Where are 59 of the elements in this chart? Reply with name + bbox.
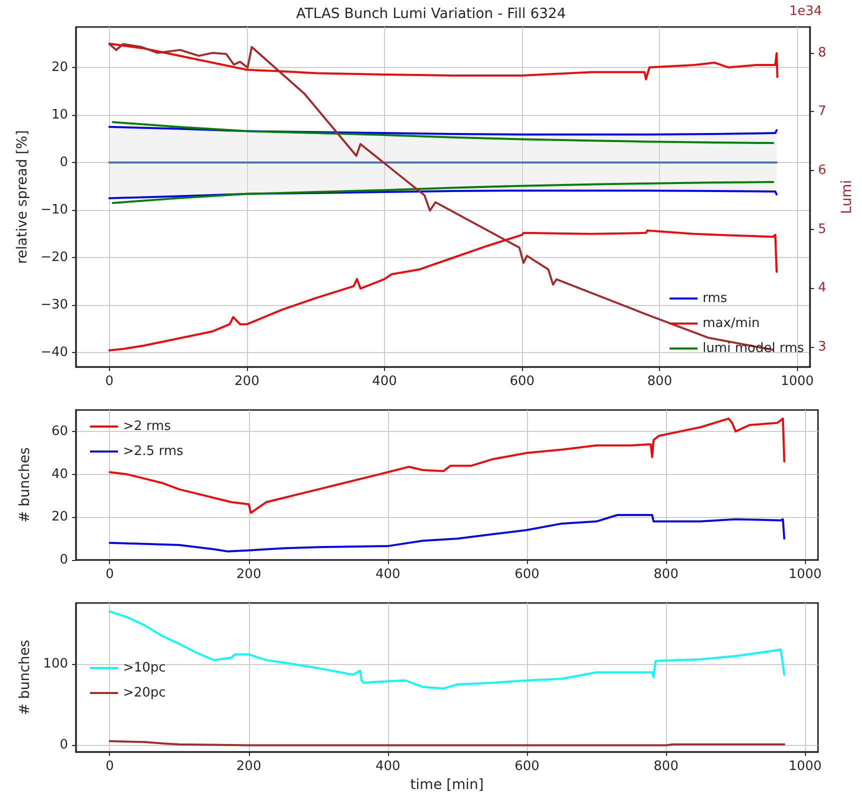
- line-series: [108, 190, 778, 200]
- line-series: [108, 43, 774, 351]
- x-tick-label: 200: [236, 567, 262, 582]
- x-tick-label: 600: [510, 374, 535, 389]
- y-tick-label: 0: [60, 155, 68, 170]
- y-tick-label: −40: [40, 345, 68, 360]
- text: 1e34: [789, 4, 822, 19]
- y2-tick-label: 5: [818, 222, 826, 237]
- x-tick-label: 600: [514, 567, 540, 582]
- line-series: [108, 230, 778, 352]
- y2-tick-label: 7: [818, 104, 826, 120]
- y-axis-title: # bunches: [17, 640, 33, 716]
- line-series: [112, 181, 774, 204]
- y-tick-label: 60: [51, 424, 68, 439]
- x-tick-label: 200: [234, 374, 260, 389]
- y-tick-label: 0: [60, 552, 68, 568]
- y-tick-label: 20: [51, 510, 68, 525]
- x-tick-label: 200: [236, 759, 262, 774]
- x-tick-label: 0: [105, 374, 114, 389]
- y-axis-title: relative spread [%]: [14, 130, 31, 264]
- y-tick-label: −30: [40, 298, 68, 313]
- y-tick-label: 40: [51, 466, 68, 482]
- x-tick-label: 600: [514, 759, 540, 774]
- y2-tick-label: 4: [818, 280, 826, 296]
- x-tick-label: 400: [375, 759, 400, 774]
- y-axis-title: # bunches: [17, 447, 33, 523]
- x-tick-label: 1000: [780, 374, 814, 389]
- legend-label: >20pc: [123, 686, 166, 700]
- chart-title: ATLAS Bunch Lumi Variation - Fill 6324: [296, 6, 566, 22]
- x-axis-title: time [min]: [410, 776, 484, 793]
- x-tick-label: 0: [106, 567, 114, 582]
- line-series: [112, 121, 774, 144]
- y2-tick-label: 8: [818, 45, 826, 60]
- y2-tick-label: 6: [818, 163, 826, 178]
- x-tick-label: 400: [375, 567, 400, 582]
- line-series: [108, 42, 778, 80]
- y2-axis-title: Lumi: [839, 180, 855, 214]
- x-tick-label: 400: [372, 374, 397, 389]
- legend-label: >2 rms: [123, 419, 172, 434]
- y-tick-label: 20: [51, 60, 68, 75]
- line-series: [108, 126, 778, 136]
- legend-label: >10pc: [123, 660, 166, 676]
- y-tick-label: 0: [60, 738, 68, 753]
- y-tick-label: 100: [43, 656, 68, 672]
- x-tick-label: 1000: [788, 567, 822, 582]
- line-series: [108, 418, 786, 514]
- y-tick-label: 10: [51, 107, 68, 122]
- legend-label: rms: [702, 291, 728, 306]
- line-series: [108, 514, 786, 552]
- legend-label: max/min: [702, 316, 760, 331]
- x-tick-label: 0: [106, 759, 114, 774]
- x-tick-label: 800: [654, 759, 678, 774]
- legend-label: >2.5 rms: [123, 444, 184, 459]
- y2-tick-label: 3: [818, 340, 826, 354]
- y-tick-label: −20: [40, 250, 68, 266]
- x-tick-label: 800: [647, 374, 672, 389]
- x-tick-label: 1000: [788, 759, 822, 774]
- y-tick-label: −10: [40, 202, 68, 218]
- x-tick-label: 800: [654, 567, 678, 582]
